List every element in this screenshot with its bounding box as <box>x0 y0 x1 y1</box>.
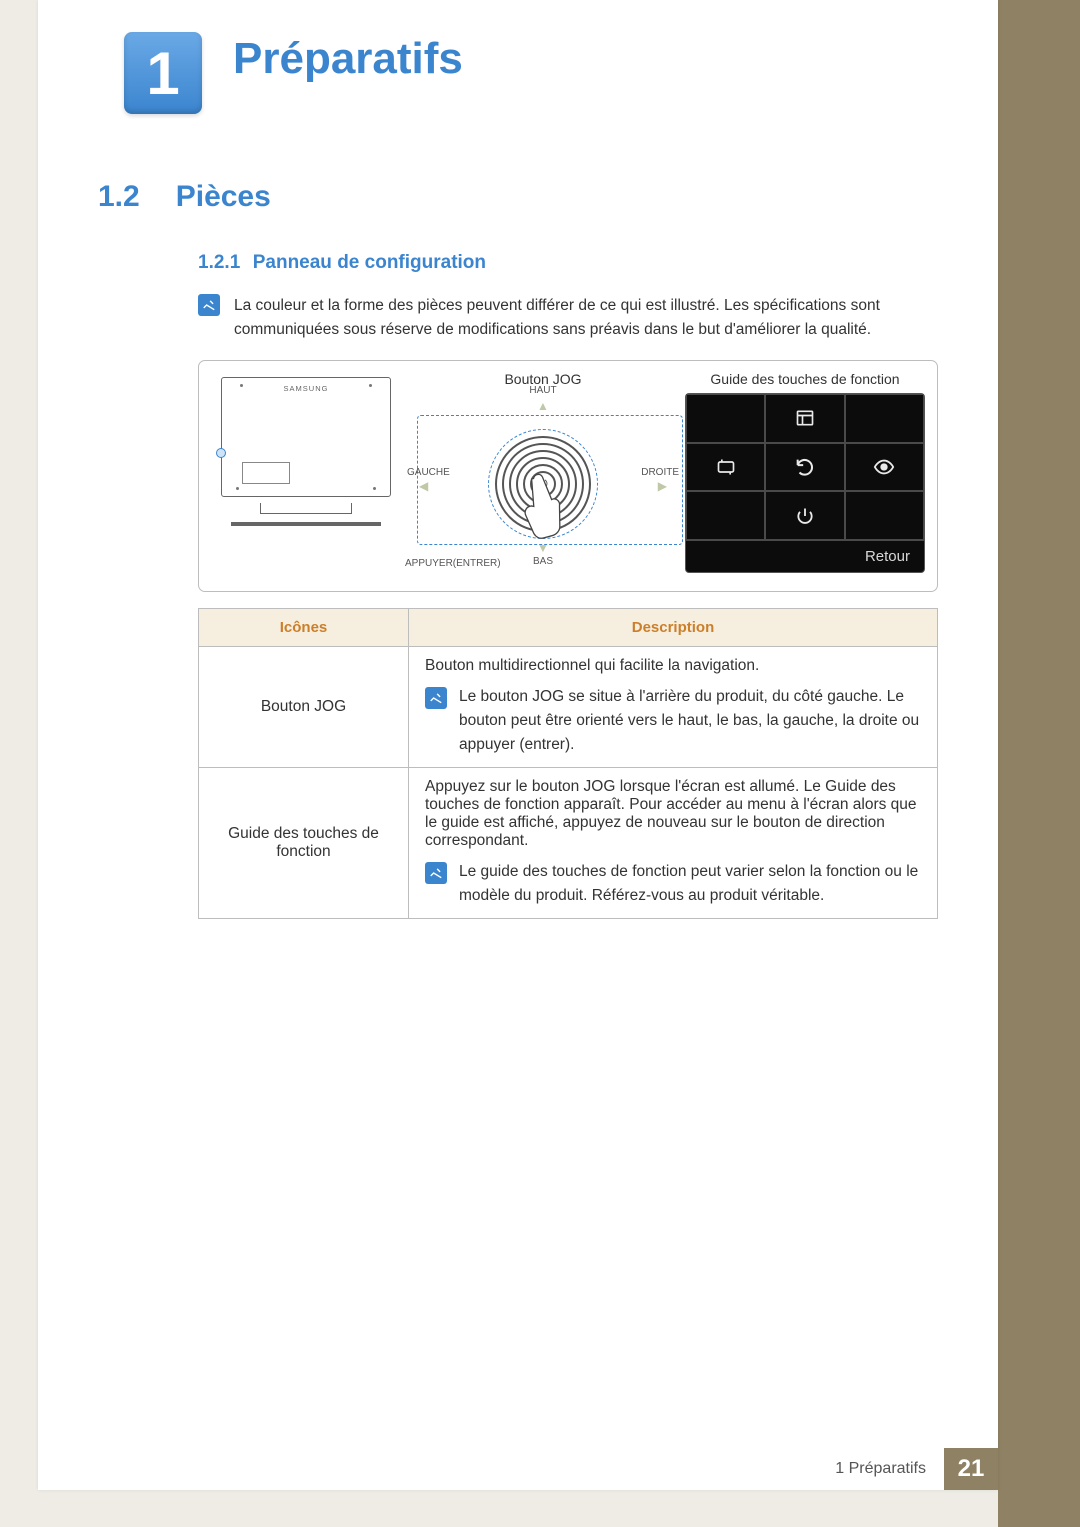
section-heading: 1.2 Pièces <box>98 180 938 214</box>
figure-jog: Bouton JOG HAUT ▲ ⏻ GAUCHE ◀ DROITE ▶ ▼ <box>413 371 673 561</box>
page-footer: 1 Préparatifs 21 <box>817 1448 998 1490</box>
chapter-title: Préparatifs <box>233 34 463 84</box>
eye-icon <box>845 443 924 492</box>
row-desc-main: Appuyez sur le bouton JOG lorsque l'écra… <box>425 778 921 850</box>
jog-dir-gauche: GAUCHE <box>407 467 450 478</box>
fkg-footer: Retour <box>686 540 924 572</box>
fkg-cell-empty <box>686 394 765 443</box>
figure-panel: SAMSUNG Bouton JOG HAUT ▲ ⏻ <box>198 360 938 592</box>
section-title: Pièces <box>176 180 271 214</box>
subsection-number: 1.2.1 <box>198 252 240 273</box>
monitor-rear-panel <box>242 462 290 484</box>
monitor-brand: SAMSUNG <box>284 384 329 393</box>
table-cell-desc: Appuyez sur le bouton JOG lorsque l'écra… <box>409 768 938 919</box>
sidebar-strip <box>998 0 1080 1527</box>
table-header-icones: Icônes <box>199 609 409 647</box>
footer-chapter-label: 1 Préparatifs <box>817 1450 944 1488</box>
row-desc-note: Le guide des touches de fonction peut va… <box>459 860 921 908</box>
content-area: 1.2 Pièces 1.2.1 Panneau de configuratio… <box>98 180 938 919</box>
arrow-right-icon: ▶ <box>658 479 667 493</box>
figure-fkg: Guide des touches de fonction <box>685 371 925 573</box>
monitor-outline: SAMSUNG <box>221 377 391 497</box>
note-icon <box>198 294 220 316</box>
table-header-description: Description <box>409 609 938 647</box>
fkg-cell-empty <box>845 394 924 443</box>
table-cell-desc: Bouton multidirectionnel qui facilite la… <box>409 647 938 768</box>
jog-dir-haut: HAUT <box>529 385 556 396</box>
subsection-heading: 1.2.1 Panneau de configuration <box>198 252 938 274</box>
chapter-number-badge: 1 <box>124 32 202 114</box>
table-cell-icon: Bouton JOG <box>199 647 409 768</box>
table-row: Bouton JOG Bouton multidirectionnel qui … <box>199 647 938 768</box>
intro-note-text: La couleur et la forme des pièces peuven… <box>234 294 938 342</box>
callout-dot-icon <box>216 448 226 458</box>
menu-icon <box>765 394 844 443</box>
power-icon <box>765 491 844 540</box>
table-cell-icon: Guide des touches de fonction <box>199 768 409 919</box>
arrow-left-icon: ◀ <box>419 479 428 493</box>
function-key-guide-panel: Retour <box>685 393 925 573</box>
fkg-cell-empty <box>686 491 765 540</box>
section-number: 1.2 <box>98 180 140 214</box>
page-sheet: 1 Préparatifs 1.2 Pièces 1.2.1 Panneau d… <box>38 0 998 1490</box>
figure-monitor: SAMSUNG <box>211 371 401 497</box>
subsection-title: Panneau de configuration <box>253 252 486 273</box>
intro-note: La couleur et la forme des pièces peuven… <box>198 294 938 342</box>
note-icon <box>425 862 447 884</box>
fkg-retour-label: Retour <box>865 548 910 565</box>
fkg-cell-empty <box>845 491 924 540</box>
arrow-down-icon: ▼ <box>537 541 549 555</box>
note-icon <box>425 687 447 709</box>
footer-page-number: 21 <box>944 1448 998 1490</box>
jog-appuyer-label: APPUYER(ENTRER) <box>405 558 501 569</box>
jog-dir-droite: DROITE <box>641 467 679 478</box>
row-desc-main: Bouton multidirectionnel qui facilite la… <box>425 657 921 675</box>
jog-dir-bas: BAS <box>533 556 553 567</box>
loop-icon <box>686 443 765 492</box>
row-desc-note: Le bouton JOG se situe à l'arrière du pr… <box>459 685 921 757</box>
fkg-label: Guide des touches de fonction <box>685 371 925 387</box>
description-table: Icônes Description Bouton JOG Bouton mul… <box>198 608 938 919</box>
back-icon <box>765 443 844 492</box>
arrow-up-icon: ▲ <box>537 399 549 413</box>
table-row: Guide des touches de fonction Appuyez su… <box>199 768 938 919</box>
